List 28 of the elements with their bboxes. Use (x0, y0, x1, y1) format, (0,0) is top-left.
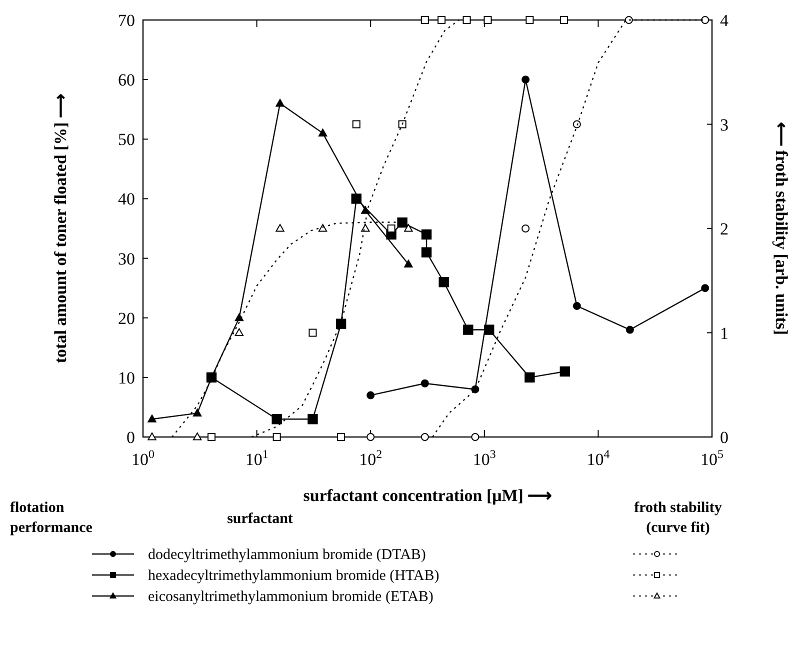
x-tick-label: 10$^{5}$ (700, 447, 724, 469)
x-tick-label: 10$^{4}$ (586, 447, 610, 469)
y-tick-label: 20 (118, 308, 135, 328)
legend-title: surfactant (227, 511, 293, 527)
y-tick-label: 40 (118, 190, 135, 209)
y-tick-label: 50 (118, 130, 135, 150)
text: froth stability (curve fit) (634, 500, 722, 536)
y-tick-label: 30 (118, 249, 135, 268)
y2-tick-label: 1 (720, 324, 728, 343)
legend-label: hexadecyltrimethylammonium bromide (HTAB) (148, 568, 440, 584)
legend-label: eicosanyltrimethylammonium bromide (ETAB) (148, 589, 434, 605)
y-tick-label: 0 (126, 428, 135, 447)
x-tick-label: 10$^{2}$ (359, 447, 382, 469)
y2-tick-label: 2 (720, 220, 728, 238)
y2-tick-label: 3 (720, 115, 728, 134)
y-axis-title: total amount of toner floated [%] ⟶ (51, 94, 70, 364)
y-tick-label: 10 (118, 368, 135, 388)
x-axis-title: surfactant concentration [μM] ⟶ (303, 486, 552, 505)
x-tick-label: 10$^{0}$ (132, 447, 155, 469)
y-tick-label: 70 (118, 11, 135, 30)
x-tick-label: 10$^{1}$ (245, 447, 268, 469)
x-tick-label: 10$^{3}$ (472, 447, 496, 469)
text: flotation performance (10, 500, 93, 536)
y2-tick-label: 0 (720, 428, 728, 447)
legend-label: dodecyltrimethylammonium bromide (DTAB) (148, 547, 426, 563)
y2-tick-label: 4 (720, 11, 729, 30)
y2-axis-title: ⟵ froth stability [arb. units] (772, 122, 790, 336)
y-tick-label: 60 (118, 70, 135, 90)
